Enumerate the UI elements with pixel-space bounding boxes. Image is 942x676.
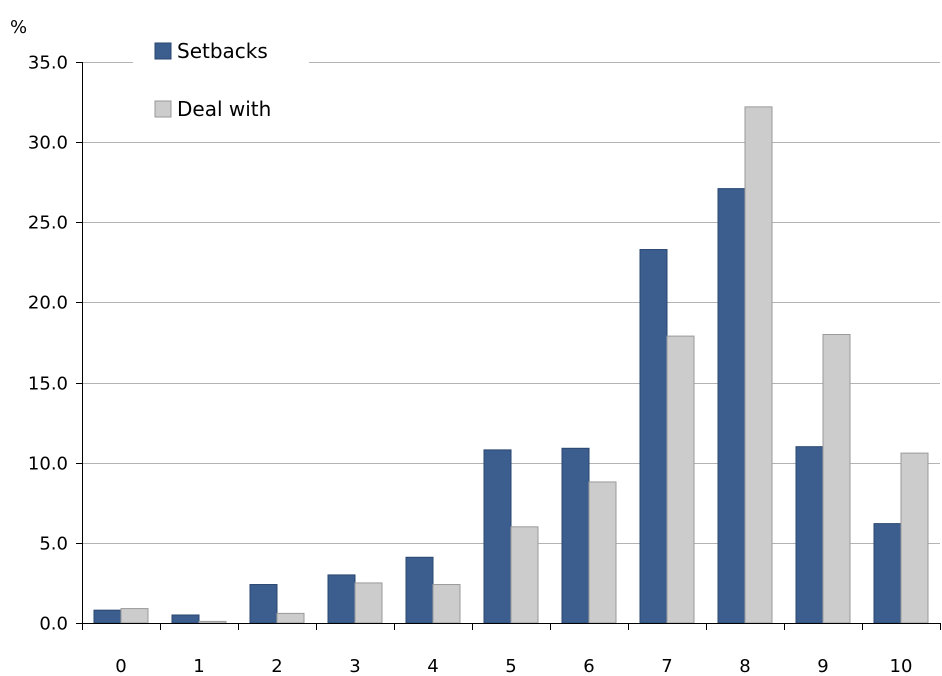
bars [93, 106, 929, 624]
bar-setbacks-10 [873, 523, 902, 624]
x-tick-label: 1 [193, 656, 204, 676]
legend-swatch-deal-with [154, 100, 172, 118]
y-tick-label: 30.0 [28, 133, 68, 154]
bar-setbacks-3 [327, 574, 356, 624]
bar-setbacks-4 [405, 556, 434, 624]
bar-deal-with-3 [354, 582, 383, 624]
bar-deal-with-9 [822, 333, 851, 624]
x-tick-label: 10 [890, 656, 913, 676]
bar-setbacks-7 [639, 249, 668, 624]
bar-setbacks-9 [795, 446, 824, 624]
bar-setbacks-1 [171, 614, 200, 624]
tick-labels: 0.0 5.0 10.0 15.0 20.0 25.0 30.0 35.0 0 1 2 3 4 5 6 7 8 9… [28, 53, 913, 676]
bar-deal-with-8 [744, 106, 773, 624]
bar-deal-with-0 [120, 608, 149, 624]
bar-setbacks-0 [93, 609, 122, 624]
bar-setbacks-8 [717, 188, 746, 624]
bar-deal-with-1 [198, 620, 227, 624]
legend-swatch-setbacks [154, 42, 172, 60]
y-tick-label: 20.0 [28, 293, 68, 314]
x-tick-label: 3 [349, 656, 360, 676]
y-unit-label: % [10, 17, 27, 38]
bar-deal-with-7 [666, 335, 695, 624]
y-tick-label: 35.0 [28, 53, 68, 74]
legend-label-setbacks: Setbacks [177, 39, 268, 63]
y-tick-label: 0.0 [39, 614, 68, 635]
y-tick-label: 15.0 [28, 374, 68, 395]
x-tick-label: 7 [661, 656, 672, 676]
axes [76, 62, 941, 630]
x-tick-label: 8 [739, 656, 750, 676]
x-tick-label: 5 [505, 656, 516, 676]
bar-setbacks-6 [561, 447, 590, 624]
y-tick-label: 10.0 [28, 454, 68, 475]
x-tick-label: 9 [817, 656, 828, 676]
bar-deal-with-4 [432, 584, 461, 624]
legend-label-deal-with: Deal with [177, 97, 271, 121]
x-tick-label: 4 [427, 656, 438, 676]
bar-setbacks-5 [483, 449, 512, 624]
x-tick-label: 2 [271, 656, 282, 676]
bar-setbacks-2 [249, 584, 278, 624]
x-tick-label: 6 [583, 656, 594, 676]
legend: Setbacks Deal with [154, 39, 271, 121]
bar-deal-with-5 [510, 526, 539, 624]
x-tick-label: 0 [115, 656, 126, 676]
bar-deal-with-2 [276, 612, 305, 624]
bar-deal-with-10 [900, 452, 929, 624]
bar-deal-with-6 [588, 481, 617, 624]
y-tick-label: 5.0 [39, 534, 68, 555]
y-tick-label: 25.0 [28, 213, 68, 234]
legend-item-setbacks: Setbacks [154, 39, 268, 63]
legend-item-deal-with: Deal with [154, 97, 271, 121]
